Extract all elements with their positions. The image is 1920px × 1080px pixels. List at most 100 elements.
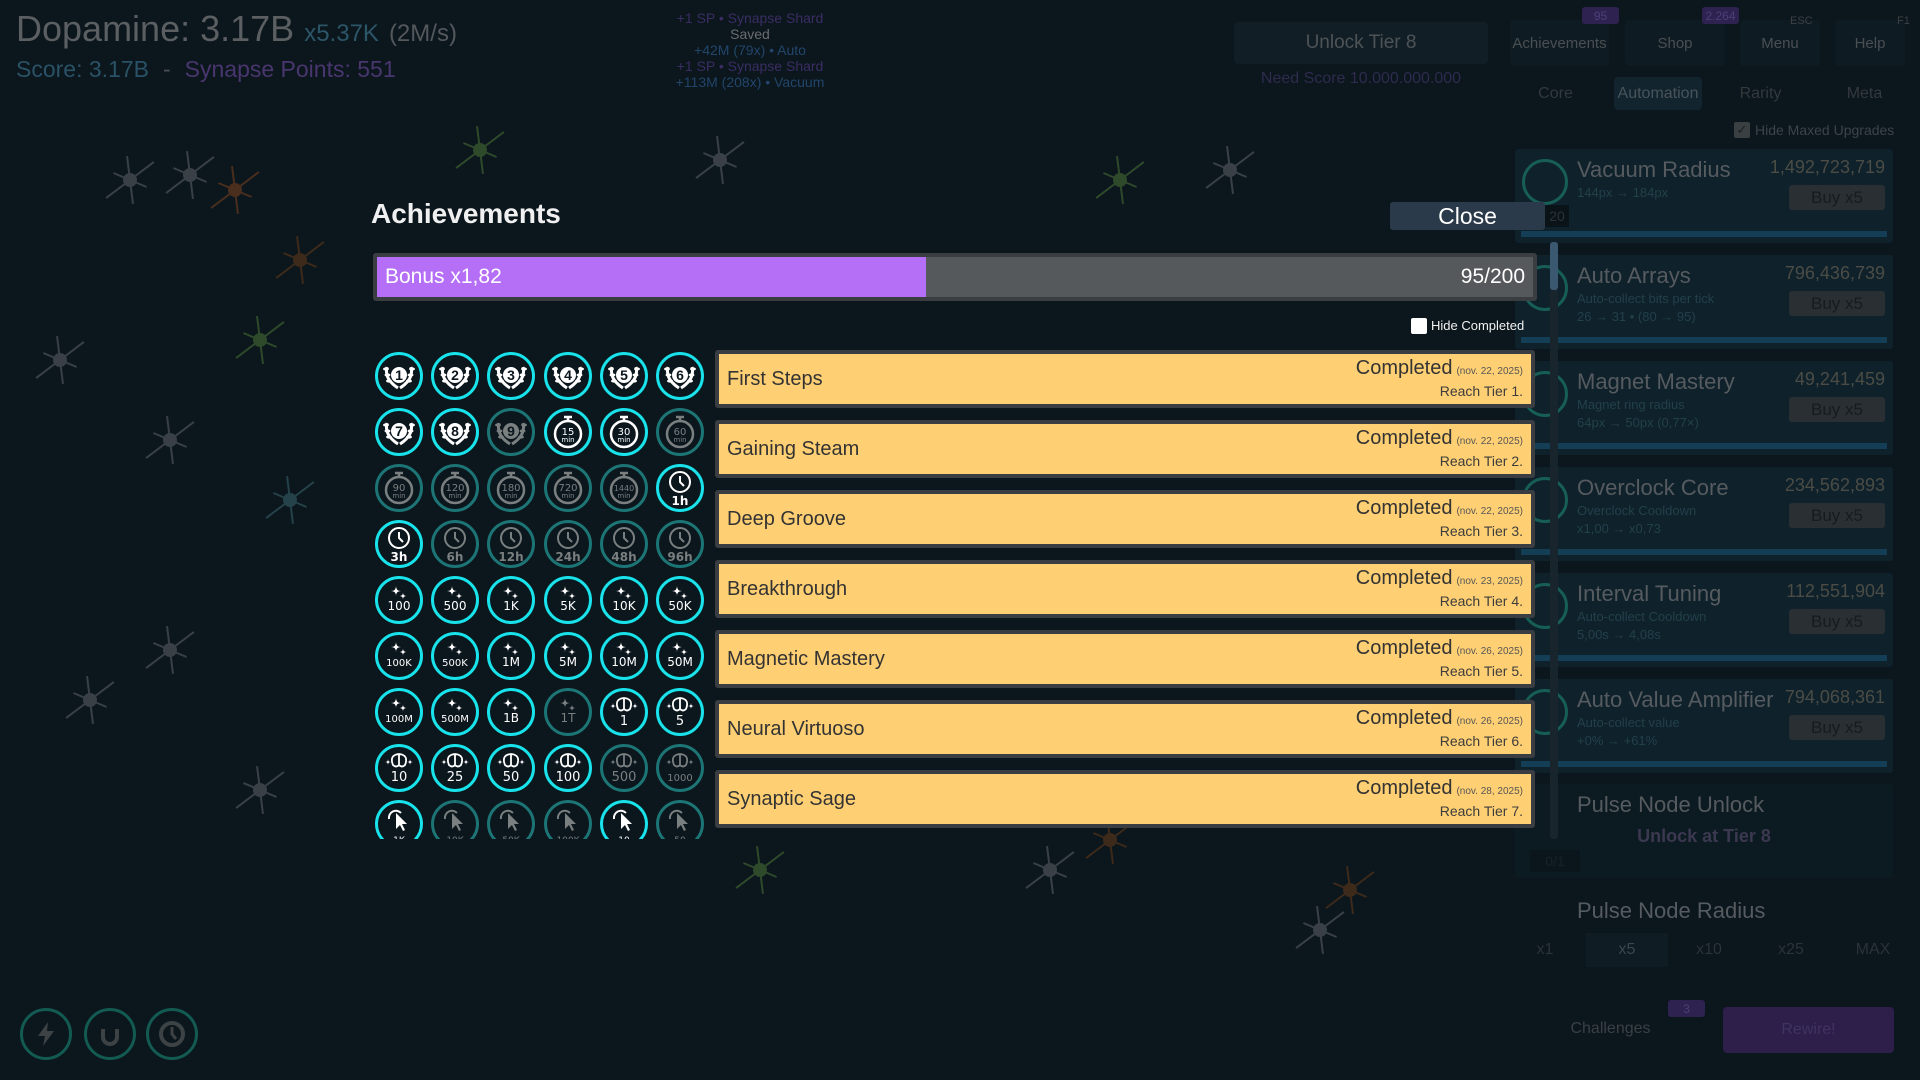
achievement-icon-brain-100[interactable]: 100: [543, 743, 593, 793]
achievement-icon-clock-1h[interactable]: 1h: [655, 463, 705, 513]
shop-nav-button[interactable]: Shop: [1625, 20, 1725, 66]
upgrade-description: Magnet ring radius: [1577, 397, 1685, 412]
achievement-icon-laurel-2[interactable]: 2: [430, 351, 480, 401]
achievement-icon-clock-12h[interactable]: 12h: [486, 519, 536, 569]
achievement-row[interactable]: Deep Groove Completed (nov. 22, 2025) Reach…: [715, 490, 1535, 548]
tab-core[interactable]: Core: [1538, 84, 1573, 102]
upgrade-card: Magnet Mastery Magnet ring radius 64px → 5…: [1515, 361, 1893, 455]
achievement-icon-brain-1000[interactable]: 1000: [655, 743, 705, 793]
achievement-icon-sparkle-10k[interactable]: 10K: [599, 575, 649, 625]
upgrade-title: Overclock Core: [1577, 475, 1729, 500]
achievement-icon-sparkle-50m[interactable]: 50M: [655, 631, 705, 681]
buy-button[interactable]: Buy x5: [1789, 185, 1885, 210]
multiplier-x25[interactable]: x25: [1778, 941, 1804, 958]
upgrade-progress-bar: [1521, 337, 1887, 343]
achievement-icon-cursor-100k[interactable]: 100K: [543, 799, 593, 839]
svg-text:min: min: [617, 492, 630, 500]
scrollbar-thumb[interactable]: [1550, 242, 1558, 290]
achievement-icon-clock-6h[interactable]: 6h: [430, 519, 480, 569]
multiplier-x5[interactable]: x5: [1586, 933, 1668, 967]
buy-button[interactable]: Buy x5: [1789, 609, 1885, 634]
challenges-button[interactable]: Challenges: [1537, 1004, 1684, 1053]
magnet-icon[interactable]: [84, 1008, 136, 1060]
achievement-icon-cursor-50k[interactable]: 50K: [486, 799, 536, 839]
achievements-nav-button[interactable]: Achievements: [1510, 20, 1609, 66]
achievement-icon-laurel-5[interactable]: 5: [599, 351, 649, 401]
buy-button[interactable]: Buy x5: [1789, 715, 1885, 740]
achievement-icon-clock-24h[interactable]: 24h: [543, 519, 593, 569]
clock-icon[interactable]: [146, 1008, 198, 1060]
achievement-icon-cursor-10k[interactable]: 10K: [430, 799, 480, 839]
buy-button[interactable]: Buy x5: [1789, 397, 1885, 422]
achievement-icon-laurel-4[interactable]: 4: [543, 351, 593, 401]
achievement-row[interactable]: Synaptic Sage Completed (nov. 28, 2025) Rea…: [715, 770, 1535, 828]
lightning-icon[interactable]: [20, 1008, 72, 1060]
close-button[interactable]: Close: [1390, 202, 1545, 230]
achievement-icon-laurel-3[interactable]: 3: [486, 351, 536, 401]
achievement-name: Neural Virtuoso: [727, 718, 865, 740]
achievement-icon-clock-48h[interactable]: 48h: [599, 519, 649, 569]
achievement-row[interactable]: Magnetic Mastery Completed (nov. 26, 2025)…: [715, 630, 1535, 688]
achievement-icon-cursor-50[interactable]: 50: [655, 799, 705, 839]
achievement-icon-sparkle-1k[interactable]: 1K: [486, 575, 536, 625]
menu-nav-button[interactable]: Menu: [1740, 20, 1820, 66]
achievement-icon-sparkle-1b[interactable]: 1B: [486, 687, 536, 737]
achievement-row[interactable]: Neural Virtuoso Completed (nov. 26, 2025) R…: [715, 700, 1535, 758]
achievement-icon-brain-5[interactable]: 5: [655, 687, 705, 737]
achievement-icon-sparkle-100[interactable]: 100: [374, 575, 424, 625]
help-nav-button[interactable]: Help: [1835, 20, 1905, 66]
achievement-icon-laurel-1[interactable]: 1: [374, 351, 424, 401]
achievement-icon-clock-96h[interactable]: 96h: [655, 519, 705, 569]
multiplier-x1[interactable]: x1: [1536, 941, 1554, 958]
achievement-row[interactable]: First Steps Completed (nov. 22, 2025) Reach…: [715, 350, 1535, 408]
achievement-row[interactable]: Breakthrough Completed (nov. 23, 2025) Reac…: [715, 560, 1535, 618]
neuron-decoration: [1205, 146, 1255, 194]
achievement-icon-sparkle-5k[interactable]: 5K: [543, 575, 593, 625]
tab-automation[interactable]: Automation: [1614, 77, 1702, 110]
achievement-icon-sparkle-500m[interactable]: 500M: [430, 687, 480, 737]
buy-button[interactable]: Buy x5: [1789, 503, 1885, 528]
rewire-button[interactable]: Rewire!: [1723, 1007, 1894, 1053]
achievement-icon-sparkle-500k[interactable]: 500K: [430, 631, 480, 681]
achievement-icon-brain-1[interactable]: 1: [599, 687, 649, 737]
tab-meta[interactable]: Meta: [1846, 84, 1883, 102]
notification-line: +113M (208x) • Vacuum: [675, 74, 825, 90]
achievement-scrollbar[interactable]: [1550, 242, 1558, 839]
achievement-icon-laurel-8[interactable]: 8: [430, 407, 480, 457]
achievement-icon-brain-50[interactable]: 50: [486, 743, 536, 793]
multiplier-max[interactable]: MAX: [1855, 941, 1891, 958]
achievement-row[interactable]: Gaining Steam Completed (nov. 22, 2025) Rea…: [715, 420, 1535, 478]
achievement-icon-brain-25[interactable]: 25: [430, 743, 480, 793]
achievement-icon-sparkle-100m[interactable]: 100M: [374, 687, 424, 737]
hide-maxed-checkbox[interactable]: ✓: [1734, 122, 1750, 138]
unlock-tier-button[interactable]: Unlock Tier 8: [1234, 22, 1488, 64]
tab-rarity[interactable]: Rarity: [1739, 84, 1782, 102]
buy-button[interactable]: Buy x5: [1789, 291, 1885, 316]
achievement-icon-brain-10[interactable]: 10: [374, 743, 424, 793]
hide-completed-checkbox[interactable]: [1411, 318, 1427, 334]
neuron-decoration: [65, 676, 115, 724]
achievement-icon-sparkle-500[interactable]: 500: [430, 575, 480, 625]
achievement-icon-cursor-10[interactable]: 10: [599, 799, 649, 839]
achievement-icon-laurel-9[interactable]: 9: [486, 407, 536, 457]
achievement-icon-sparkle-50k[interactable]: 50K: [655, 575, 705, 625]
achievement-icon-sparkle-100k[interactable]: 100K: [374, 631, 424, 681]
achievement-icon-sparkle-10m[interactable]: 10M: [599, 631, 649, 681]
achievement-icon-brain-500[interactable]: 500: [599, 743, 649, 793]
achievement-icon-sparkle-1t[interactable]: 1T: [543, 687, 593, 737]
multiplier-x10[interactable]: x10: [1696, 941, 1722, 958]
achievement-icon-laurel-7[interactable]: 7: [374, 407, 424, 457]
achievement-icon-sparkle-5m[interactable]: 5M: [543, 631, 593, 681]
achievement-icon-sparkle-1m[interactable]: 1M: [486, 631, 536, 681]
achievement-icon-clock-3h[interactable]: 3h: [374, 519, 424, 569]
achievement-icon-cursor-1k[interactable]: 1K: [374, 799, 424, 839]
achievement-icon-laurel-6[interactable]: 6: [655, 351, 705, 401]
